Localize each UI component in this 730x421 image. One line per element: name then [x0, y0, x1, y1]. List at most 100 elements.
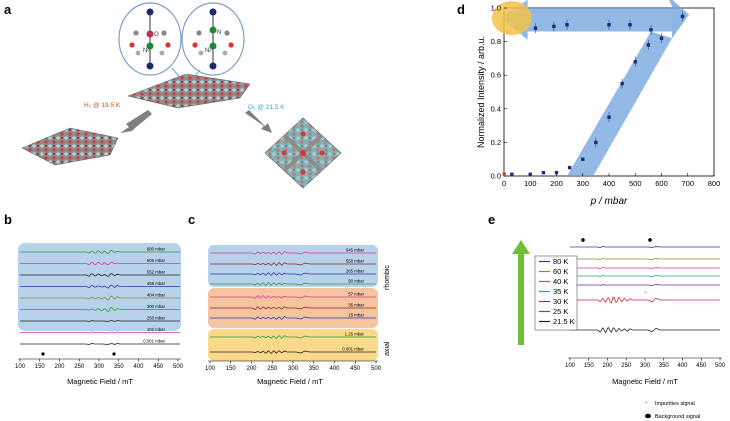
x-tick-label: 400 — [677, 363, 688, 369]
panel-c-traces: 645 mbar 558 mbar 265 mbar 90 mbar 57 mbar 35… — [210, 248, 376, 354]
panel-d-chart: 0 100 200 300 400 500 600 700 800 0.0 0.2 0.4 0.6 0.8… — [476, 0, 720, 207]
trace-b-label: 606 mbar — [147, 258, 166, 263]
d-x-tick-label: 500 — [629, 179, 642, 188]
background-marker-e2 — [648, 238, 652, 242]
x-tick-label: 100 — [205, 366, 216, 372]
background-key-dot — [645, 413, 651, 419]
d-x-tick-label: 0 — [502, 179, 506, 188]
d-y-tick-label: 0.6 — [491, 71, 501, 80]
panel-c-epr: 645 mbar 558 mbar 265 mbar 90 mbar 57 mbar 35… — [205, 245, 391, 386]
d-x-tick-label: 600 — [655, 179, 668, 188]
panel-letter-c: c — [188, 212, 196, 227]
d-x-tick-label: 800 — [708, 179, 721, 188]
framework-top — [127, 73, 251, 109]
trace-c — [210, 262, 376, 266]
chart-ticks: 0 100 200 300 400 500 600 700 800 0.0 0.2 0.4 0.6 0.8… — [491, 4, 721, 189]
trace-c — [210, 350, 376, 354]
trace-c — [210, 295, 376, 299]
x-tick-label: 200 — [602, 363, 613, 369]
trace-c-label: 1.25 mbar — [345, 332, 365, 337]
inset-molecule-right: N Ni — [192, 8, 234, 70]
axial-label: axial — [384, 341, 391, 356]
legend-label: 35 K — [553, 287, 568, 296]
panel-e-legend-items: 80 K60 K40 K35 K30 K25 K21.5 K — [539, 257, 575, 326]
trace-c-label: 35 mbar — [348, 303, 364, 308]
data-point — [659, 36, 664, 40]
impurities-label: Impurities signal — [655, 401, 695, 407]
trace-e — [570, 266, 720, 269]
trace-c — [210, 251, 376, 255]
d-y-tick-label: 0.4 — [491, 104, 501, 113]
x-tick-label: 250 — [74, 364, 85, 370]
data-point — [607, 115, 611, 119]
data-point — [528, 172, 532, 177]
legend-label: 25 K — [553, 307, 568, 316]
chart-decorations — [491, 0, 690, 176]
data-point — [628, 23, 632, 27]
x-tick-label: 500 — [173, 364, 184, 370]
trace-c — [210, 272, 376, 276]
panel-letter-a: a — [4, 2, 12, 17]
d-y-tick-label: 0.2 — [491, 138, 501, 147]
data-point — [510, 172, 514, 177]
data-point — [594, 140, 598, 145]
trace-c — [210, 316, 376, 320]
trace-e — [570, 296, 720, 304]
d-x-tick-label: 400 — [603, 179, 616, 188]
trace-b-label: 0.001 mbar — [143, 339, 165, 344]
trace-b-label: 250 mbar — [147, 316, 166, 321]
arrow-to-h2 — [120, 110, 152, 133]
panel-e-xlabel: Magnetic Field / mT — [612, 377, 678, 386]
chart-ylabel: Normalized Intensity / arb.u. — [476, 36, 486, 148]
x-tick-label: 100 — [15, 364, 26, 370]
trace-c-label: 645 mbar — [346, 248, 365, 253]
rhombic-label: rhombic — [384, 265, 391, 290]
x-tick-label: 400 — [329, 366, 340, 372]
background-dot-b2 — [112, 352, 116, 356]
trace-b — [20, 273, 180, 277]
data-point — [607, 23, 611, 27]
x-tick-label: 350 — [309, 366, 320, 372]
x-tick-label: 200 — [54, 364, 65, 370]
background-label: Background signal — [655, 414, 700, 420]
x-tick-label: 300 — [288, 366, 299, 372]
panel-b-epr: 680 mbar 606 mbar 552 mbar 458 mbar 404 mbar… — [15, 243, 184, 386]
trace-e — [570, 327, 720, 334]
trace-e — [570, 275, 720, 277]
arrow-to-o2 — [245, 110, 272, 133]
data-point — [554, 170, 559, 175]
trace-b — [20, 249, 180, 255]
trace-c-label: 90 mbar — [348, 279, 364, 284]
data-point — [502, 172, 506, 177]
rising-arrow-head — [669, 0, 690, 39]
x-tick-label: 500 — [371, 366, 382, 372]
panel-a-illustration: O Ni N Ni H₂ @ 19.5 K O₂ @ 21.5 K — [21, 2, 342, 189]
x-tick-label: 450 — [153, 364, 164, 370]
trace-b-label: 102 mbar — [147, 327, 166, 332]
impurity-star-e: * — [644, 291, 647, 298]
panel-e-legend — [534, 255, 578, 331]
d-x-tick-label: 700 — [681, 179, 694, 188]
d-x-tick-label: 200 — [550, 179, 563, 188]
data-point — [533, 26, 538, 30]
trace-c-label: 0.001 mbar — [342, 347, 364, 352]
x-tick-label: 300 — [94, 364, 105, 370]
d-y-tick-label: 1.0 — [491, 4, 501, 13]
impurity-star-b: * — [103, 344, 106, 350]
trace-b — [20, 320, 180, 322]
panel-e-epr: 100 150 200 250 300 350 400 450 500 Magnetic Fie… — [512, 238, 726, 420]
panel-e-traces — [570, 245, 720, 334]
d-y-tick-label: 0.0 — [491, 172, 501, 181]
atom-label-ni-right: Ni — [205, 48, 211, 54]
x-tick-label: 250 — [621, 363, 632, 369]
trace-b-label: 458 mbar — [147, 281, 166, 286]
leftward-arrow — [501, 0, 672, 40]
d-x-tick-label: 300 — [576, 179, 589, 188]
trace-b — [20, 306, 180, 313]
chart-frame — [503, 7, 715, 177]
data-point — [646, 43, 651, 47]
x-tick-label: 350 — [659, 363, 670, 369]
trace-c-label: 558 mbar — [346, 259, 365, 264]
x-tick-label: 200 — [246, 366, 257, 372]
